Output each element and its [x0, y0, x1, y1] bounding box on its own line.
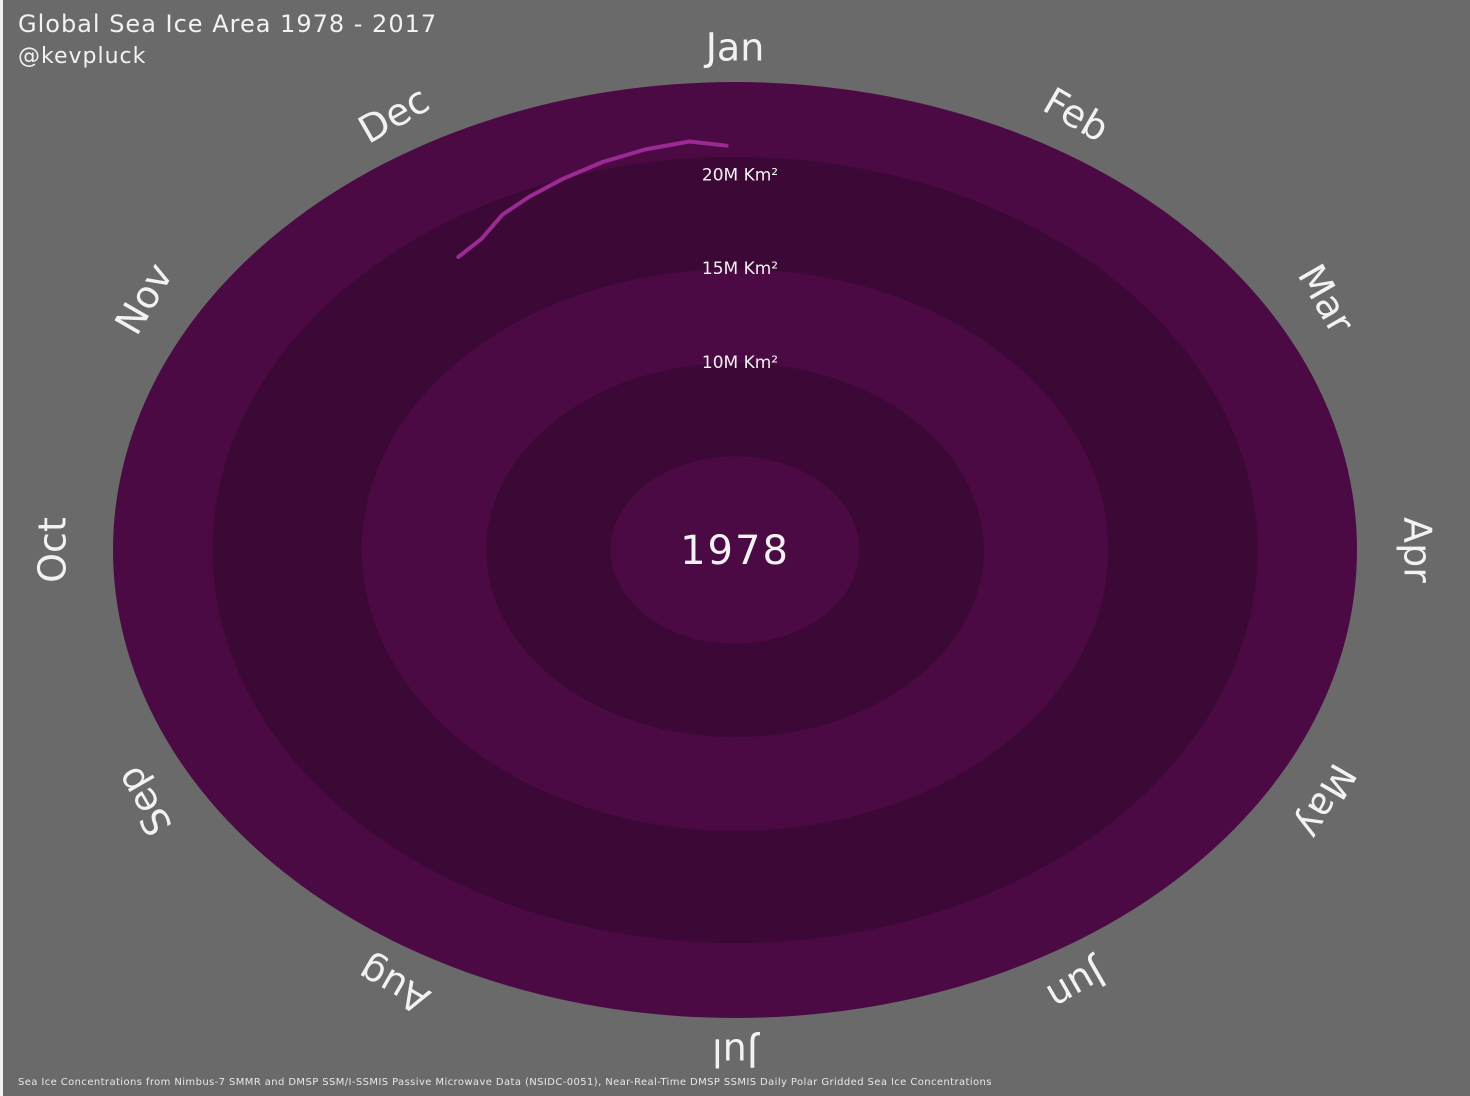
series-line-1978: [456, 139, 729, 259]
month-label-jan: Jan: [704, 26, 765, 70]
radial-band-5: [610, 456, 860, 644]
month-label-feb: Feb: [1036, 79, 1116, 151]
month-label-aug: Aug: [351, 948, 437, 1023]
month-label-dec: Dec: [351, 77, 437, 152]
month-label-jul: Jul: [712, 1031, 760, 1075]
month-label-mar: Mar: [1289, 257, 1363, 341]
radial-grid-label-20: 20M Km²: [702, 166, 778, 186]
left-edge-divider: [0, 0, 3, 1096]
radial-grid-label-10: 10M Km²: [702, 353, 778, 373]
month-label-may: May: [1287, 756, 1364, 846]
year-label: 1978: [680, 528, 790, 574]
radial-bands: [113, 82, 1357, 1018]
series-layer: [456, 139, 729, 259]
radial-grid-labels: 10M Km² 15M Km² 20M Km²: [702, 166, 778, 373]
month-label-apr: Apr: [1396, 517, 1440, 583]
month-label-nov: Nov: [106, 256, 181, 342]
month-label-sep: Sep: [107, 759, 181, 843]
radial-grid-label-15: 15M Km²: [702, 259, 778, 279]
chart-title: Global Sea Ice Area 1978 - 2017: [18, 10, 438, 38]
month-label-oct: Oct: [31, 517, 75, 583]
chart-author: @kevpluck: [18, 44, 147, 69]
source-footnote: Sea Ice Concentrations from Nimbus-7 SMM…: [18, 1077, 992, 1088]
month-label-jun: Jun: [1040, 950, 1115, 1019]
